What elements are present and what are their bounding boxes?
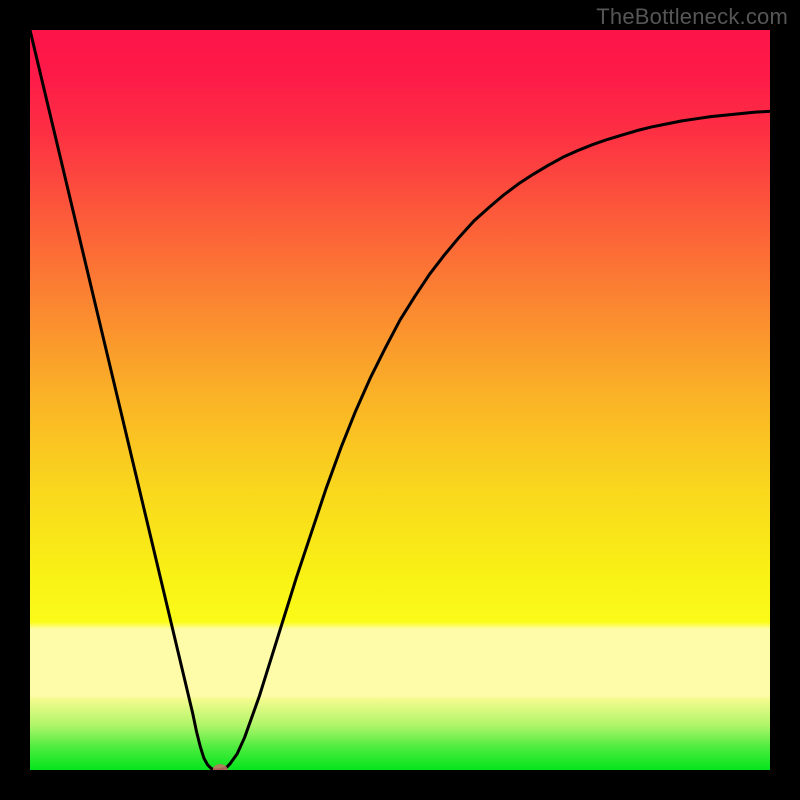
watermark-text: TheBottleneck.com: [596, 4, 788, 30]
plot-area: [30, 30, 770, 770]
chart-frame: TheBottleneck.com: [0, 0, 800, 800]
bottleneck-chart: [30, 30, 770, 770]
gradient-background: [30, 30, 770, 770]
